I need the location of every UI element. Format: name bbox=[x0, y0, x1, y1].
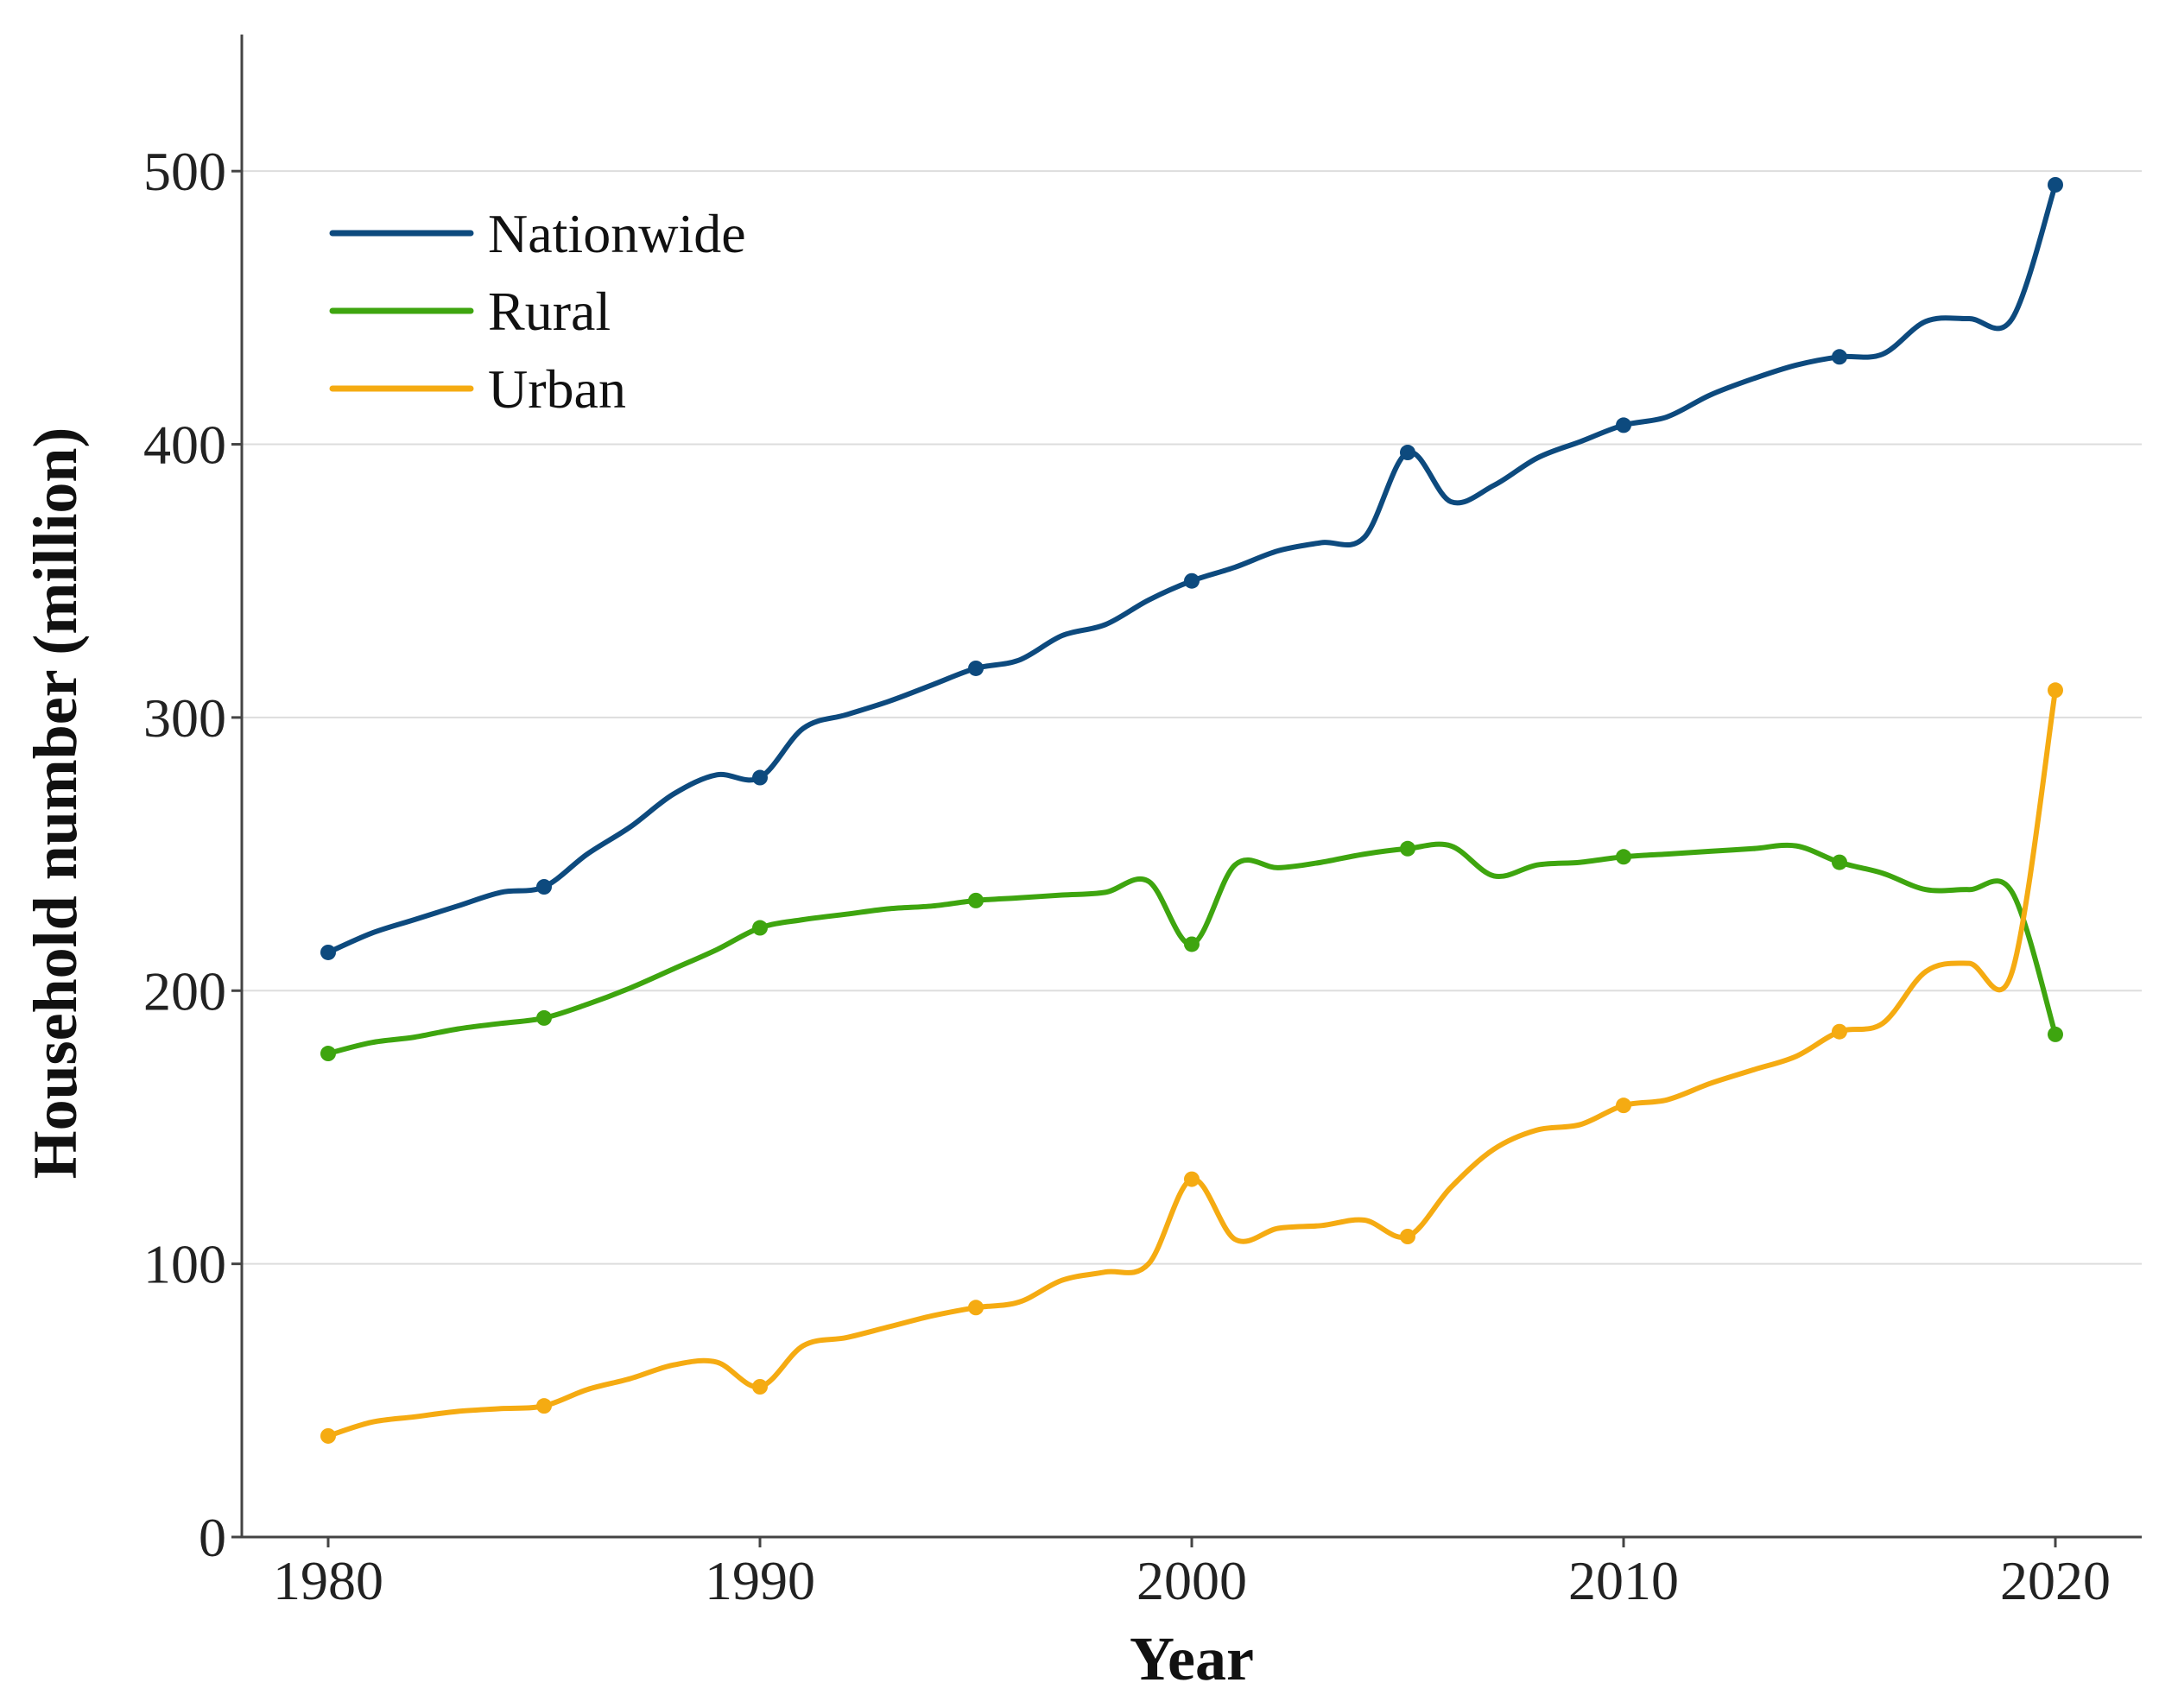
data-point-rural bbox=[1832, 854, 1847, 870]
series-line-rural bbox=[326, 841, 2058, 1056]
data-point-rural bbox=[1616, 849, 1631, 865]
series-line-nationwide bbox=[326, 182, 2058, 955]
data-point-rural bbox=[536, 1009, 552, 1026]
data-point-urban bbox=[968, 1300, 984, 1316]
legend-label-nationwide: Nationwide bbox=[488, 203, 746, 264]
series-nationwide bbox=[320, 177, 2063, 960]
data-point-nationwide bbox=[1832, 349, 1847, 365]
data-point-urban bbox=[1184, 1171, 1200, 1187]
data-point-urban bbox=[752, 1379, 768, 1395]
data-point-rural bbox=[968, 892, 984, 908]
legend-label-rural: Rural bbox=[488, 281, 611, 342]
data-point-rural bbox=[752, 920, 768, 936]
x-tick-label: 2010 bbox=[1568, 1550, 1679, 1611]
y-tick-label: 0 bbox=[199, 1507, 226, 1568]
data-point-nationwide bbox=[320, 944, 336, 960]
data-point-rural bbox=[1400, 840, 1415, 857]
series-line-urban bbox=[326, 687, 2058, 1439]
axis-titles: Year Household number (million) bbox=[21, 427, 1254, 1693]
grid-layer bbox=[242, 170, 2142, 1265]
data-point-rural bbox=[1184, 936, 1200, 952]
y-tick-label: 200 bbox=[143, 960, 226, 1022]
y-tick-label: 100 bbox=[143, 1234, 226, 1295]
data-point-nationwide bbox=[1184, 572, 1200, 589]
data-point-urban bbox=[1400, 1229, 1415, 1244]
data-point-urban bbox=[536, 1398, 552, 1414]
y-tick-label: 300 bbox=[143, 687, 226, 749]
legend: Nationwide Rural Urban bbox=[329, 203, 746, 420]
axis-layer bbox=[231, 35, 2142, 1547]
series-layer bbox=[320, 177, 2063, 1444]
data-point-nationwide bbox=[1616, 417, 1631, 433]
x-tick-label: 1990 bbox=[705, 1550, 815, 1611]
data-point-urban bbox=[1616, 1098, 1631, 1114]
x-axis-title: Year bbox=[1130, 1624, 1254, 1693]
data-point-nationwide bbox=[968, 660, 984, 676]
legend-label-urban: Urban bbox=[488, 358, 626, 420]
data-point-rural bbox=[320, 1046, 336, 1062]
y-axis-title: Household number (million) bbox=[21, 427, 90, 1180]
y-tick-label: 400 bbox=[143, 414, 226, 476]
data-point-urban bbox=[2048, 682, 2063, 699]
data-point-nationwide bbox=[752, 769, 768, 786]
series-rural bbox=[320, 840, 2063, 1062]
x-tick-label: 2020 bbox=[2000, 1550, 2111, 1611]
data-point-nationwide bbox=[1400, 445, 1415, 461]
data-point-urban bbox=[320, 1427, 336, 1444]
x-tick-label: 2000 bbox=[1136, 1550, 1247, 1611]
tick-label-layer: 0 100 200 300 400 500 1980 1990 2000 2010 2020 bbox=[143, 141, 2111, 1611]
data-point-nationwide bbox=[2048, 177, 2063, 193]
y-tick-label: 500 bbox=[143, 141, 226, 202]
data-point-rural bbox=[2048, 1026, 2063, 1042]
x-tick-label: 1980 bbox=[273, 1550, 383, 1611]
data-point-nationwide bbox=[536, 879, 552, 895]
series-urban bbox=[320, 682, 2063, 1444]
data-point-urban bbox=[1832, 1023, 1847, 1040]
